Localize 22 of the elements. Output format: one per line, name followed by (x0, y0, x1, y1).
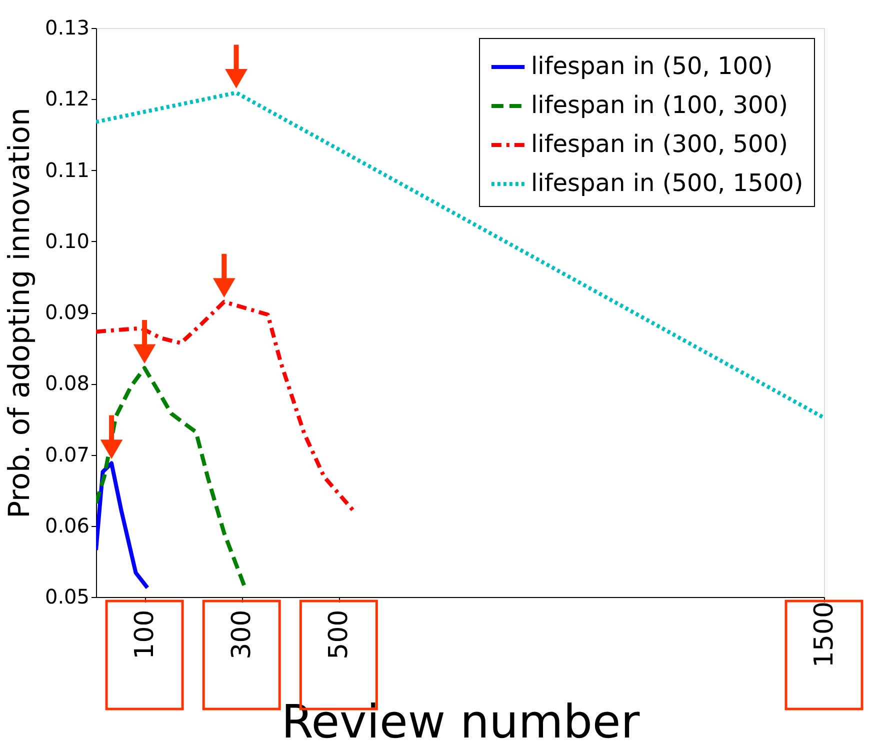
x-tick-label: 500 (324, 610, 354, 660)
legend-label: lifespan in (500, 1500) (531, 169, 804, 197)
line-series (96, 461, 150, 590)
x-tick-label: 300 (227, 610, 258, 660)
y-tick-label: 0.08 (44, 371, 90, 396)
x-tick-label: 100 (130, 610, 160, 660)
y-tick-label: 0.11 (44, 158, 90, 182)
y-tick-label: 0.10 (44, 228, 90, 253)
y-tick-label: 0.09 (44, 300, 90, 324)
x-tick-label: 1500 (810, 601, 840, 668)
y-tick-label: 0.13 (44, 16, 90, 40)
y-tick-label: 0.12 (44, 86, 90, 111)
y-axis-title: Prob. of adopting innovation (2, 108, 36, 518)
legend-label: lifespan in (100, 300) (531, 91, 788, 119)
y-tick-label: 0.05 (44, 584, 90, 608)
legend-label: lifespan in (50, 100) (531, 52, 773, 80)
y-tick-label: 0.06 (44, 513, 90, 538)
legend-label: lifespan in (300, 500) (531, 130, 788, 158)
line-series (96, 300, 356, 514)
x-axis-title: Review number (281, 694, 640, 749)
line-series (96, 366, 247, 588)
y-tick-label: 0.07 (44, 442, 90, 466)
